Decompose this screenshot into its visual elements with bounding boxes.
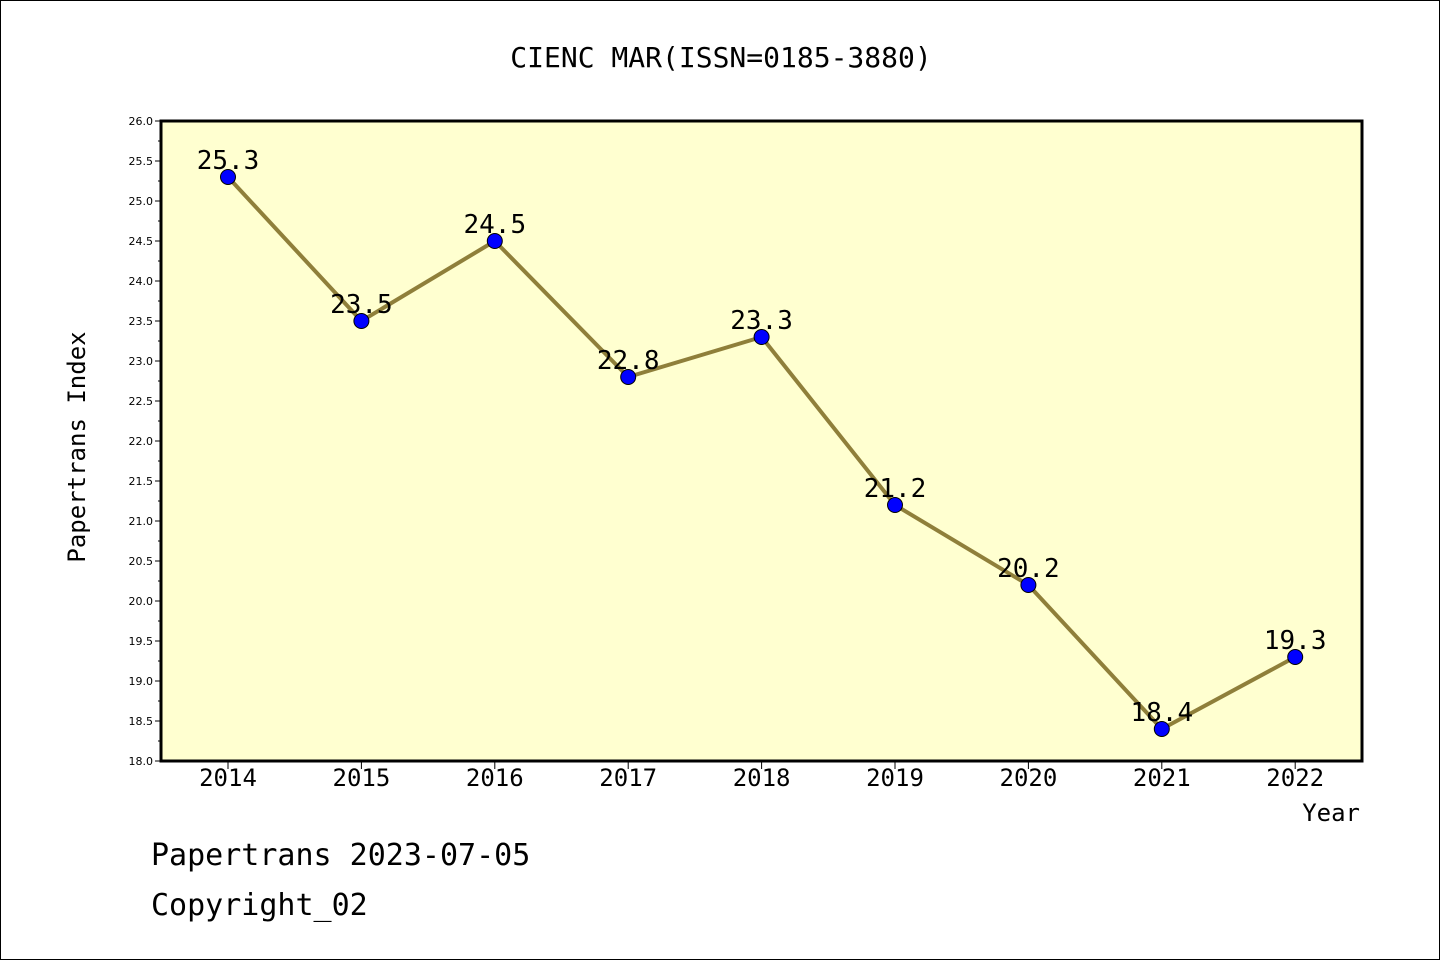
series-markers — [220, 169, 1304, 737]
data-label: 24.5 — [463, 210, 526, 240]
x-tick-label: 2021 — [1133, 764, 1191, 792]
data-point — [353, 313, 370, 329]
y-tick-label: 20.0 — [129, 595, 154, 608]
data-point — [887, 497, 903, 513]
x-tick-label: 2017 — [599, 764, 657, 792]
y-axis: 18.0 18.5 19.0 19.5 20.0 20.5 21.0 21.5 22.0 22.5… — [129, 115, 161, 768]
data-labels: 25.3 23.5 24.5 22.8 23.3 21.2 20.2 18.4 19.3 — [197, 146, 1327, 728]
footer-copyright: Copyright_02 — [151, 888, 368, 923]
data-label: 18.4 — [1130, 698, 1193, 728]
y-tick-label: 24.0 — [129, 275, 154, 288]
y-tick-label: 19.5 — [129, 635, 154, 648]
x-tick-label: 2016 — [466, 764, 524, 792]
chart-title: CIENC MAR(ISSN=0185-3880) — [510, 41, 931, 74]
data-point — [1153, 721, 1170, 737]
y-tick-label: 22.0 — [129, 435, 154, 448]
data-label: 20.2 — [997, 554, 1060, 584]
x-tick-label: 2019 — [866, 764, 924, 792]
data-point — [486, 233, 503, 249]
y-tick-label: 18.5 — [129, 715, 154, 728]
y-tick-label: 18.0 — [129, 755, 154, 768]
x-tick-label: 2015 — [333, 764, 391, 792]
x-tick-label: 2014 — [199, 764, 257, 792]
y-tick-label: 19.0 — [129, 675, 154, 688]
x-tick-label: 2018 — [733, 764, 791, 792]
x-axis-label: Year — [1302, 799, 1360, 827]
data-label: 19.3 — [1264, 626, 1327, 656]
y-tick-label: 23.0 — [129, 355, 154, 368]
plot-area — [159, 119, 1364, 763]
footer-date: Papertrans 2023-07-05 — [151, 838, 530, 873]
x-tick-label: 2020 — [1000, 764, 1058, 792]
y-tick-label: 21.0 — [129, 515, 154, 528]
y-axis-label: Papertrans Index — [63, 331, 91, 562]
y-tick-label: 25.0 — [129, 195, 154, 208]
data-point — [1287, 649, 1304, 665]
y-tick-label: 25.5 — [129, 155, 154, 168]
data-point — [220, 169, 236, 185]
x-axis: 2014 2015 2016 2017 2018 2019 2020 2021 2022 — [199, 761, 1324, 792]
data-label: 21.2 — [864, 474, 927, 504]
y-tick-label: 20.5 — [129, 555, 154, 568]
y-tick-label: 21.5 — [129, 475, 154, 488]
data-label: 23.3 — [730, 306, 793, 336]
data-point — [620, 369, 637, 385]
y-tick-label: 22.5 — [129, 395, 154, 408]
y-tick-label: 23.5 — [129, 315, 154, 328]
x-tick-label: 2022 — [1266, 764, 1324, 792]
data-label: 23.5 — [330, 290, 393, 320]
y-tick-label: 24.5 — [129, 235, 154, 248]
y-tick-label: 26.0 — [129, 115, 154, 128]
data-point — [1020, 577, 1037, 593]
data-label: 22.8 — [597, 346, 660, 376]
data-label: 25.3 — [197, 146, 260, 176]
data-point — [753, 329, 770, 345]
